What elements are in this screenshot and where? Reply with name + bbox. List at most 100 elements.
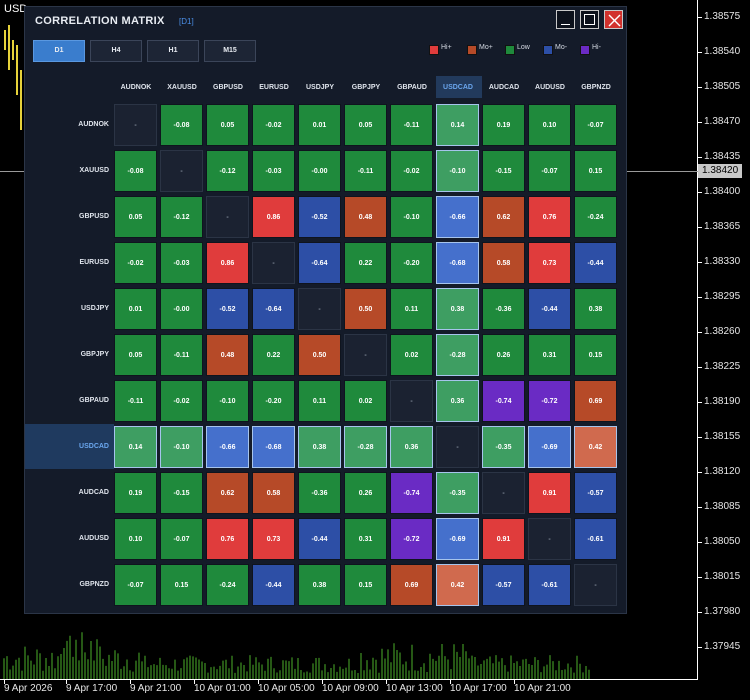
correlation-cell[interactable]: 0.10 bbox=[114, 518, 157, 560]
correlation-matrix-panel[interactable]: CORRELATION MATRIX [D1] D1 H4 H1 M15 Hi+ Mo+… bbox=[24, 6, 627, 614]
correlation-cell[interactable]: -0.07 bbox=[574, 104, 617, 146]
correlation-cell[interactable]: -0.11 bbox=[160, 334, 203, 376]
correlation-cell[interactable]: -0.68 bbox=[436, 242, 479, 284]
correlation-cell[interactable]: -0.11 bbox=[344, 150, 387, 192]
correlation-cell[interactable]: -0.69 bbox=[436, 518, 479, 560]
correlation-cell[interactable]: -0.52 bbox=[206, 288, 249, 330]
correlation-cell[interactable]: -0.72 bbox=[390, 518, 433, 560]
correlation-cell[interactable]: 0.22 bbox=[252, 334, 295, 376]
correlation-cell[interactable]: -0.66 bbox=[436, 196, 479, 238]
correlation-cell[interactable]: 0.01 bbox=[298, 104, 341, 146]
correlation-cell[interactable]: -0.20 bbox=[252, 380, 295, 422]
correlation-cell[interactable]: -0.24 bbox=[206, 564, 249, 606]
correlation-cell[interactable]: 0.15 bbox=[160, 564, 203, 606]
correlation-cell[interactable]: 0.48 bbox=[344, 196, 387, 238]
correlation-cell[interactable]: 0.19 bbox=[482, 104, 525, 146]
correlation-cell[interactable]: -0.12 bbox=[206, 150, 249, 192]
correlation-cell[interactable]: 0.50 bbox=[298, 334, 341, 376]
correlation-cell[interactable]: 0.86 bbox=[206, 242, 249, 284]
correlation-cell[interactable]: - bbox=[390, 380, 433, 422]
correlation-cell[interactable]: 0.69 bbox=[574, 380, 617, 422]
correlation-cell[interactable]: -0.44 bbox=[298, 518, 341, 560]
correlation-cell[interactable]: 0.73 bbox=[528, 242, 571, 284]
correlation-cell[interactable]: 0.62 bbox=[482, 196, 525, 238]
correlation-cell[interactable]: 0.42 bbox=[436, 564, 479, 606]
correlation-cell[interactable]: -0.10 bbox=[160, 426, 203, 468]
correlation-cell[interactable]: -0.72 bbox=[528, 380, 571, 422]
correlation-cell[interactable]: -0.11 bbox=[390, 104, 433, 146]
correlation-cell[interactable]: -0.10 bbox=[206, 380, 249, 422]
correlation-cell[interactable]: -0.35 bbox=[436, 472, 479, 514]
correlation-cell[interactable]: -0.61 bbox=[574, 518, 617, 560]
correlation-cell[interactable]: 0.14 bbox=[436, 104, 479, 146]
correlation-cell[interactable]: 0.38 bbox=[436, 288, 479, 330]
correlation-cell[interactable]: 0.38 bbox=[574, 288, 617, 330]
tab-d1[interactable]: D1 bbox=[33, 40, 85, 62]
correlation-cell[interactable]: -0.00 bbox=[160, 288, 203, 330]
time-axis[interactable]: 9 Apr 2026 9 Apr 17:00 9 Apr 21:00 10 Apr 0… bbox=[0, 680, 750, 700]
tab-m15[interactable]: M15 bbox=[204, 40, 256, 62]
correlation-cell[interactable]: -0.74 bbox=[482, 380, 525, 422]
correlation-cell[interactable]: -0.11 bbox=[114, 380, 157, 422]
correlation-cell[interactable]: -0.28 bbox=[344, 426, 387, 468]
correlation-cell[interactable]: -0.44 bbox=[252, 564, 295, 606]
correlation-cell[interactable]: 0.31 bbox=[528, 334, 571, 376]
correlation-cell[interactable]: 0.86 bbox=[252, 196, 295, 238]
correlation-cell[interactable]: 0.05 bbox=[114, 334, 157, 376]
correlation-cell[interactable]: 0.76 bbox=[528, 196, 571, 238]
correlation-cell[interactable]: 0.76 bbox=[206, 518, 249, 560]
correlation-cell[interactable]: -0.28 bbox=[436, 334, 479, 376]
correlation-cell[interactable]: 0.91 bbox=[528, 472, 571, 514]
correlation-cell[interactable]: -0.69 bbox=[528, 426, 571, 468]
correlation-cell[interactable]: - bbox=[252, 242, 295, 284]
correlation-cell[interactable]: 0.19 bbox=[114, 472, 157, 514]
correlation-cell[interactable]: - bbox=[114, 104, 157, 146]
correlation-cell[interactable]: - bbox=[482, 472, 525, 514]
correlation-cell[interactable]: 0.05 bbox=[114, 196, 157, 238]
correlation-cell[interactable]: -0.12 bbox=[160, 196, 203, 238]
correlation-cell[interactable]: - bbox=[206, 196, 249, 238]
close-button[interactable] bbox=[604, 10, 623, 29]
correlation-cell[interactable]: 0.36 bbox=[390, 426, 433, 468]
correlation-cell[interactable]: 0.15 bbox=[344, 564, 387, 606]
correlation-cell[interactable]: - bbox=[528, 518, 571, 560]
correlation-cell[interactable]: 0.02 bbox=[390, 334, 433, 376]
correlation-cell[interactable]: 0.14 bbox=[114, 426, 157, 468]
correlation-cell[interactable]: 0.11 bbox=[298, 380, 341, 422]
correlation-cell[interactable]: 0.38 bbox=[298, 564, 341, 606]
correlation-cell[interactable]: -0.02 bbox=[160, 380, 203, 422]
tab-h4[interactable]: H4 bbox=[90, 40, 142, 62]
correlation-cell[interactable]: -0.03 bbox=[252, 150, 295, 192]
correlation-cell[interactable]: -0.36 bbox=[298, 472, 341, 514]
correlation-cell[interactable]: 0.22 bbox=[344, 242, 387, 284]
correlation-cell[interactable]: 0.26 bbox=[344, 472, 387, 514]
correlation-cell[interactable]: -0.35 bbox=[482, 426, 525, 468]
correlation-cell[interactable]: -0.44 bbox=[574, 242, 617, 284]
correlation-cell[interactable]: 0.73 bbox=[252, 518, 295, 560]
correlation-cell[interactable]: -0.64 bbox=[298, 242, 341, 284]
correlation-cell[interactable]: -0.57 bbox=[482, 564, 525, 606]
correlation-cell[interactable]: -0.03 bbox=[160, 242, 203, 284]
correlation-cell[interactable]: -0.24 bbox=[574, 196, 617, 238]
correlation-cell[interactable]: -0.08 bbox=[114, 150, 157, 192]
maximize-button[interactable] bbox=[580, 10, 599, 29]
correlation-cell[interactable]: -0.74 bbox=[390, 472, 433, 514]
correlation-cell[interactable]: 0.36 bbox=[436, 380, 479, 422]
correlation-cell[interactable]: -0.44 bbox=[528, 288, 571, 330]
correlation-cell[interactable]: -0.52 bbox=[298, 196, 341, 238]
correlation-cell[interactable]: -0.00 bbox=[298, 150, 341, 192]
price-axis[interactable]: 1.38575 1.38540 1.38505 1.38470 1.38435 1.384… bbox=[698, 0, 750, 680]
correlation-cell[interactable]: 0.11 bbox=[390, 288, 433, 330]
correlation-cell[interactable]: 0.05 bbox=[206, 104, 249, 146]
correlation-cell[interactable]: -0.10 bbox=[390, 196, 433, 238]
minimize-button[interactable] bbox=[556, 10, 575, 29]
correlation-cell[interactable]: -0.02 bbox=[252, 104, 295, 146]
correlation-cell[interactable]: -0.07 bbox=[528, 150, 571, 192]
correlation-cell[interactable]: 0.62 bbox=[206, 472, 249, 514]
correlation-cell[interactable]: - bbox=[344, 334, 387, 376]
correlation-cell[interactable]: 0.15 bbox=[574, 150, 617, 192]
correlation-cell[interactable]: -0.02 bbox=[114, 242, 157, 284]
correlation-cell[interactable]: -0.36 bbox=[482, 288, 525, 330]
correlation-cell[interactable]: 0.10 bbox=[528, 104, 571, 146]
correlation-cell[interactable]: 0.58 bbox=[482, 242, 525, 284]
